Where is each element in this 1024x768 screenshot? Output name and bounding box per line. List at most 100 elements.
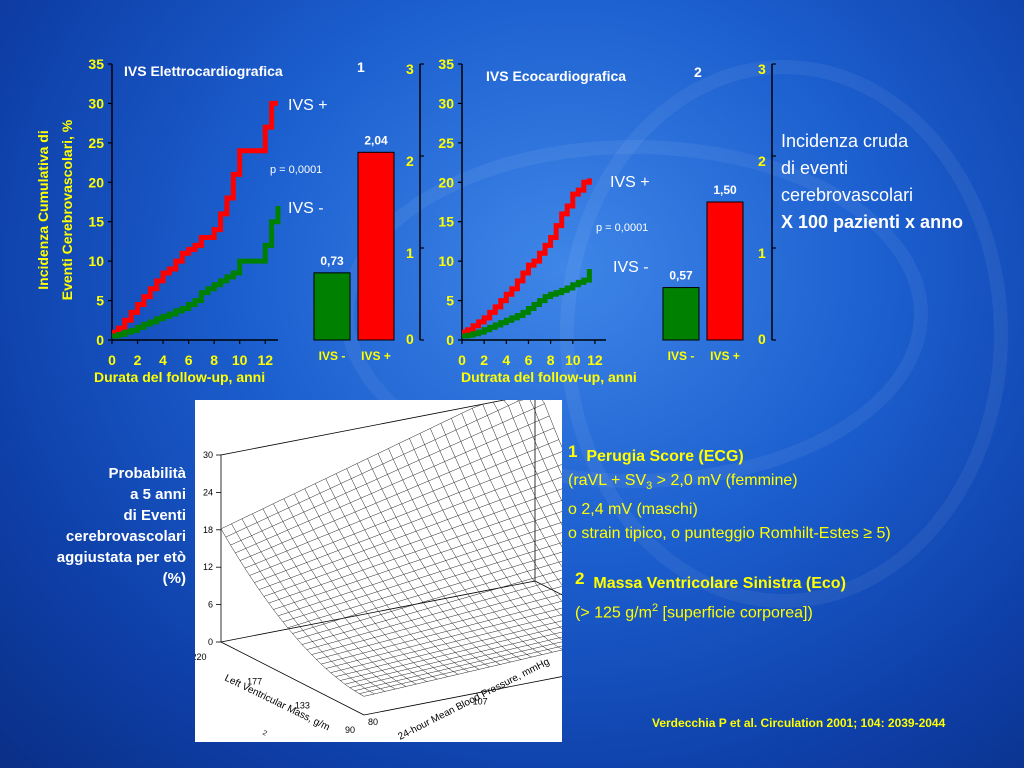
- y-tick-label: 25: [438, 135, 454, 151]
- y-tick-label: 5: [446, 293, 454, 309]
- x-tick-label: 2: [480, 352, 488, 368]
- lvm-tick-label: 220: [195, 652, 207, 662]
- surface-mesh-line: [419, 433, 564, 651]
- surface-mesh-line: [440, 423, 584, 646]
- surface-floor-edge: [220, 641, 365, 716]
- crude-incidence-line1: Incidenza cruda: [781, 131, 909, 151]
- probability-line4: cerebrovascolari: [65, 528, 186, 545]
- chart-title-sup: 1: [357, 59, 365, 75]
- footnote-echo-line1-sup: 2: [651, 602, 659, 614]
- bar-category-label: IVS -: [319, 349, 346, 363]
- probability-label: Probabilità a 5 anni di Eventi cerebrova…: [0, 463, 186, 589]
- y-tick-label: 30: [88, 95, 104, 111]
- surface-mesh: [220, 393, 679, 697]
- bar-ivs-minus: [313, 272, 351, 341]
- y-tick-label: 20: [88, 174, 104, 190]
- probability-line2: a 5 anni: [130, 486, 186, 503]
- x-tick-label: 10: [232, 352, 248, 368]
- z-tick-label: 0: [208, 637, 213, 647]
- series-label: IVS +: [288, 97, 328, 114]
- right-tick-label: 1: [406, 245, 414, 261]
- surface-mesh-line: [398, 443, 543, 655]
- y-tick-label: 10: [438, 253, 454, 269]
- y-tick-label: 5: [96, 293, 104, 309]
- probability-line3: di Eventi: [123, 507, 186, 524]
- crude-incidence-line4: X 100 pazienti x anno: [781, 212, 964, 232]
- lvm-axis-title: Left Ventricular Mass, g/m: [223, 673, 332, 734]
- p-value-label: p = 0,0001: [596, 222, 648, 234]
- footnote-echo-number: 2: [575, 569, 585, 588]
- y-axis-title: Incidenza Cumulativa di Eventi Cerebrova…: [35, 119, 75, 300]
- footnote-ecg-line2: o 2,4 mV (maschi): [568, 501, 698, 519]
- bar-ivs-plus: [357, 151, 395, 341]
- p-value-label: p = 0,0001: [270, 164, 322, 176]
- surface-mesh-line: [282, 521, 598, 623]
- bar-ivs-plus: [706, 201, 744, 341]
- series-label: IVS -: [288, 200, 324, 217]
- surface-plot-group: 3024181260801071331602201771339024-hour …: [191, 393, 697, 743]
- footnote-echo: 2 Massa Ventricolare Sinistra (Eco) (> 1…: [575, 567, 846, 625]
- bar-ivs-minus: [662, 287, 700, 341]
- surface-mesh-line: [263, 482, 578, 597]
- footnote-ecg-line1a: (raVL + SV: [568, 472, 647, 489]
- crude-incidence-line2: di eventi: [781, 158, 849, 178]
- surface-mesh-line: [335, 473, 480, 670]
- surface-mesh-line: [356, 463, 501, 665]
- footnote-echo-line1a: (> 125 g/m: [575, 604, 652, 622]
- surface-mesh-line: [241, 518, 386, 692]
- bp-tick-label: 80: [368, 717, 378, 727]
- right-tick-label: 0: [406, 331, 414, 347]
- y-axis-title-line1: Incidenza Cumulativa di: [35, 130, 51, 289]
- y-tick-label: 15: [438, 214, 454, 230]
- chart-title: IVS Ecocardiografica: [486, 68, 626, 84]
- right-tick-label: 1: [758, 245, 766, 261]
- footnote-ecg-line3: o strain tipico, o punteggio Romhilt-Est…: [568, 525, 891, 543]
- bp-axis-title: 24-hour Mean Blood Pressure, mmHg: [396, 656, 551, 742]
- surface-mesh-line: [325, 478, 469, 673]
- bar-value-label: 0,57: [669, 269, 693, 283]
- chart-title: IVS Elettrocardiografica: [124, 63, 283, 79]
- surface-mesh-line: [321, 581, 636, 665]
- z-tick-label: 30: [203, 450, 213, 460]
- right-tick-label: 0: [758, 331, 766, 347]
- chart-panel-1: IVS Elettrocardiografica 1353025201510500…: [88, 56, 424, 385]
- lvm-axis-title-sup: 2: [261, 730, 268, 738]
- surface-mesh-line: [492, 401, 637, 633]
- series-label: IVS -: [613, 259, 649, 276]
- x-axis-label: Durata del follow-up, anni: [94, 369, 265, 385]
- bar-value-label: 2,04: [364, 133, 388, 147]
- surface-mesh-line: [409, 438, 553, 653]
- footnote-echo-line1b: [superficie corporea]): [658, 604, 813, 622]
- x-tick-label: 0: [458, 352, 466, 368]
- x-tick-label: 10: [565, 352, 581, 368]
- footnote-ecg: 1 Perugia Score (ECG) (raVL + SV3 > 2,0 …: [568, 440, 891, 546]
- crude-incidence-note: Incidenza cruda di eventi cerebrovascola…: [781, 128, 963, 236]
- x-tick-label: 6: [525, 352, 533, 368]
- footnote-ecg-number: 1: [568, 442, 578, 461]
- surface-plot-panel: 3024181260801071331602201771339024-hour …: [191, 393, 697, 743]
- bar-value-label: 0,73: [320, 254, 344, 268]
- bar-category-label: IVS +: [710, 349, 740, 363]
- series-line-ivs-plus: [112, 100, 278, 335]
- y-axis-title-line2: Eventi Cerebrovascolari, %: [59, 119, 75, 300]
- crude-incidence-line3: cerebrovascolari: [781, 185, 914, 205]
- x-tick-label: 12: [257, 352, 273, 368]
- bp-tick-label: 107: [473, 697, 488, 707]
- right-tick-label: 3: [758, 61, 766, 77]
- z-tick-label: 6: [208, 600, 213, 610]
- y-tick-label: 0: [446, 332, 454, 348]
- x-tick-label: 6: [185, 352, 193, 368]
- footnote-echo-title: Massa Ventricolare Sinistra (Eco): [593, 575, 846, 592]
- surface-mesh-line: [220, 393, 536, 530]
- x-axis-label: Dutrata del follow-up, anni: [461, 369, 637, 385]
- chart-title-sup: 2: [694, 64, 702, 80]
- bar-category-label: IVS +: [361, 349, 391, 363]
- series-line-ivs-plus: [462, 178, 592, 335]
- x-tick-label: 4: [502, 352, 510, 368]
- y-tick-label: 35: [438, 56, 454, 72]
- surface-mesh-line: [346, 468, 490, 668]
- z-tick-label: 24: [203, 487, 213, 497]
- surface-mesh-line: [306, 561, 621, 650]
